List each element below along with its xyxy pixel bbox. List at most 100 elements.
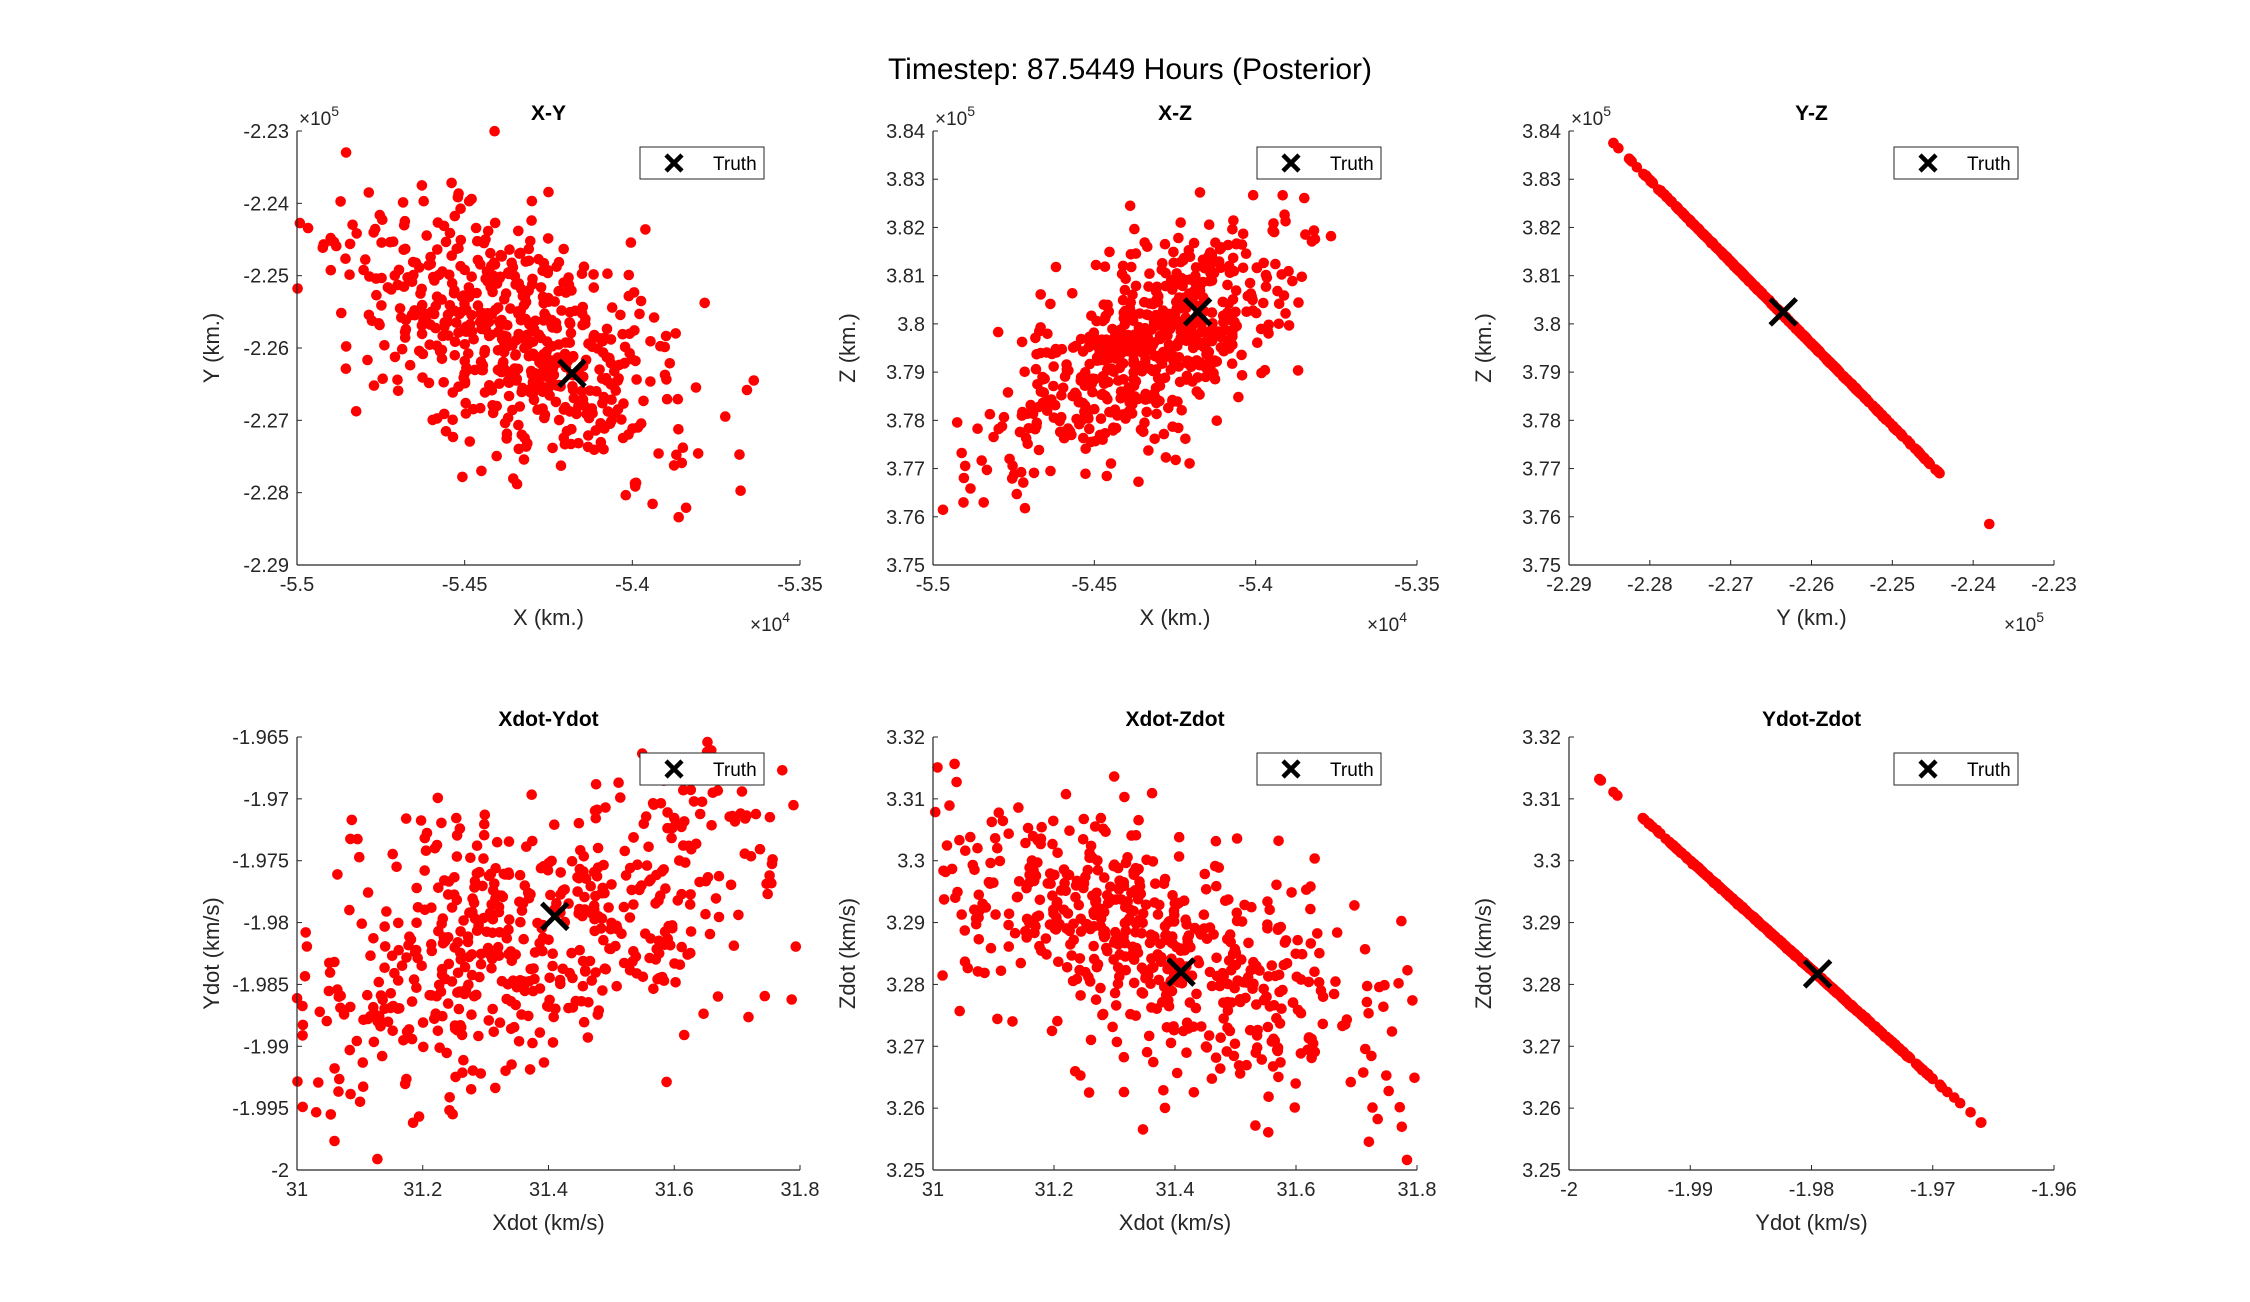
scatter-point <box>1118 877 1130 888</box>
scatter-point <box>302 222 314 234</box>
scatter-point <box>937 970 948 981</box>
scatter-point <box>1159 1102 1171 1114</box>
scatter-point <box>733 909 744 921</box>
scatter-point <box>450 1071 461 1083</box>
scatter-point <box>1021 932 1032 943</box>
scatter-point <box>664 358 676 369</box>
scatter-point <box>1173 831 1185 843</box>
scatter-point <box>357 1057 369 1068</box>
scatter-point <box>1075 913 1087 925</box>
scatter-point <box>365 950 376 961</box>
scatter-point <box>401 1073 412 1085</box>
scatter-point <box>523 243 535 255</box>
scatter-point <box>1702 871 1713 882</box>
scatter-point <box>1194 187 1206 198</box>
scatter-point <box>1181 335 1192 347</box>
scatter-point <box>1036 945 1047 956</box>
scatter-point <box>356 918 368 929</box>
scatter-point <box>487 914 499 925</box>
scatter-point <box>959 925 971 936</box>
scatter-point <box>673 511 684 523</box>
scatter-point <box>1832 988 1844 999</box>
y-axis-label: Z (km.) <box>1471 313 1496 383</box>
scatter-point <box>437 913 449 924</box>
scatter-point <box>1002 387 1014 398</box>
scatter-point <box>1134 880 1146 892</box>
scatter-point <box>1062 908 1074 919</box>
scatter-point <box>1048 361 1059 372</box>
scatter-point <box>462 931 474 942</box>
scatter-point <box>469 913 481 924</box>
scatter-point <box>959 460 971 472</box>
scatter-point <box>959 956 971 967</box>
scatter-point <box>950 892 961 904</box>
x-exponent-power: 5 <box>2036 609 2044 625</box>
scatter-point <box>956 909 967 920</box>
scatter-point <box>455 954 467 965</box>
x-tick-label: -5.35 <box>1394 574 1440 596</box>
scatter-point <box>1200 371 1211 383</box>
scatter-point <box>1241 1059 1252 1071</box>
x-axis-label: X (km.) <box>1140 605 1211 630</box>
scatter-point <box>1049 399 1061 411</box>
scatter-point <box>397 197 409 208</box>
scatter-point <box>1215 1032 1226 1043</box>
scatter-point <box>993 807 1005 818</box>
scatter-point <box>489 125 500 137</box>
scatter-point <box>1084 358 1095 370</box>
scatter-point <box>455 234 467 246</box>
scatter-point <box>475 356 487 368</box>
scatter-point <box>1264 1001 1276 1012</box>
scatter-point <box>1314 947 1325 959</box>
scatter-point <box>685 784 697 796</box>
scatter-point <box>1251 960 1262 972</box>
scatter-point <box>524 1064 536 1075</box>
scatter-point <box>573 817 585 829</box>
scatter-point <box>335 1002 346 1014</box>
scatter-point <box>606 302 618 313</box>
scatter-point <box>1739 904 1751 915</box>
scatter-point <box>313 1077 324 1088</box>
scatter-point <box>673 424 684 435</box>
scatter-point <box>566 856 578 867</box>
scatter-point <box>376 1050 388 1062</box>
scatter-point <box>1280 935 1292 946</box>
scatter-point <box>706 820 717 831</box>
x-tick-label: -5.4 <box>1238 574 1272 596</box>
scatter-point <box>543 354 555 366</box>
scatter-point <box>398 220 410 231</box>
scatter-point <box>1178 945 1190 956</box>
scatter-point <box>1159 873 1171 885</box>
scatter-point <box>1019 502 1031 514</box>
scatter-point <box>478 912 490 924</box>
scatter-point <box>1061 363 1073 375</box>
scatter-point <box>550 396 562 408</box>
scatter-point <box>1151 281 1163 293</box>
scatter-point <box>472 300 484 311</box>
scatter-point <box>588 282 600 293</box>
scatter-point <box>518 933 529 945</box>
scatter-point <box>1137 988 1149 999</box>
scatter-point <box>1168 246 1179 258</box>
scatter-point <box>654 972 665 984</box>
scatter-point <box>1306 1052 1317 1064</box>
scatter-point <box>1042 878 1054 889</box>
scatter-point <box>371 289 382 301</box>
y-tick-label: 3.25 <box>1522 1160 1561 1182</box>
scatter-point <box>1034 894 1046 906</box>
y-tick-label: 3.81 <box>886 266 925 288</box>
scatter-point <box>1052 847 1063 859</box>
scatter-point <box>655 340 666 352</box>
scatter-point <box>449 210 461 222</box>
scatter-point <box>623 429 634 440</box>
scatter-point <box>1075 333 1087 345</box>
scatter-point <box>449 942 461 953</box>
scatter-point <box>543 296 554 308</box>
scatter-point <box>393 944 405 956</box>
scatter-point <box>1272 924 1284 936</box>
y-tick-label: -1.995 <box>232 1098 289 1120</box>
scatter-point <box>1133 863 1144 875</box>
scatter-point <box>1173 361 1185 372</box>
scatter-point <box>466 1009 477 1020</box>
scatter-point <box>1120 964 1132 976</box>
